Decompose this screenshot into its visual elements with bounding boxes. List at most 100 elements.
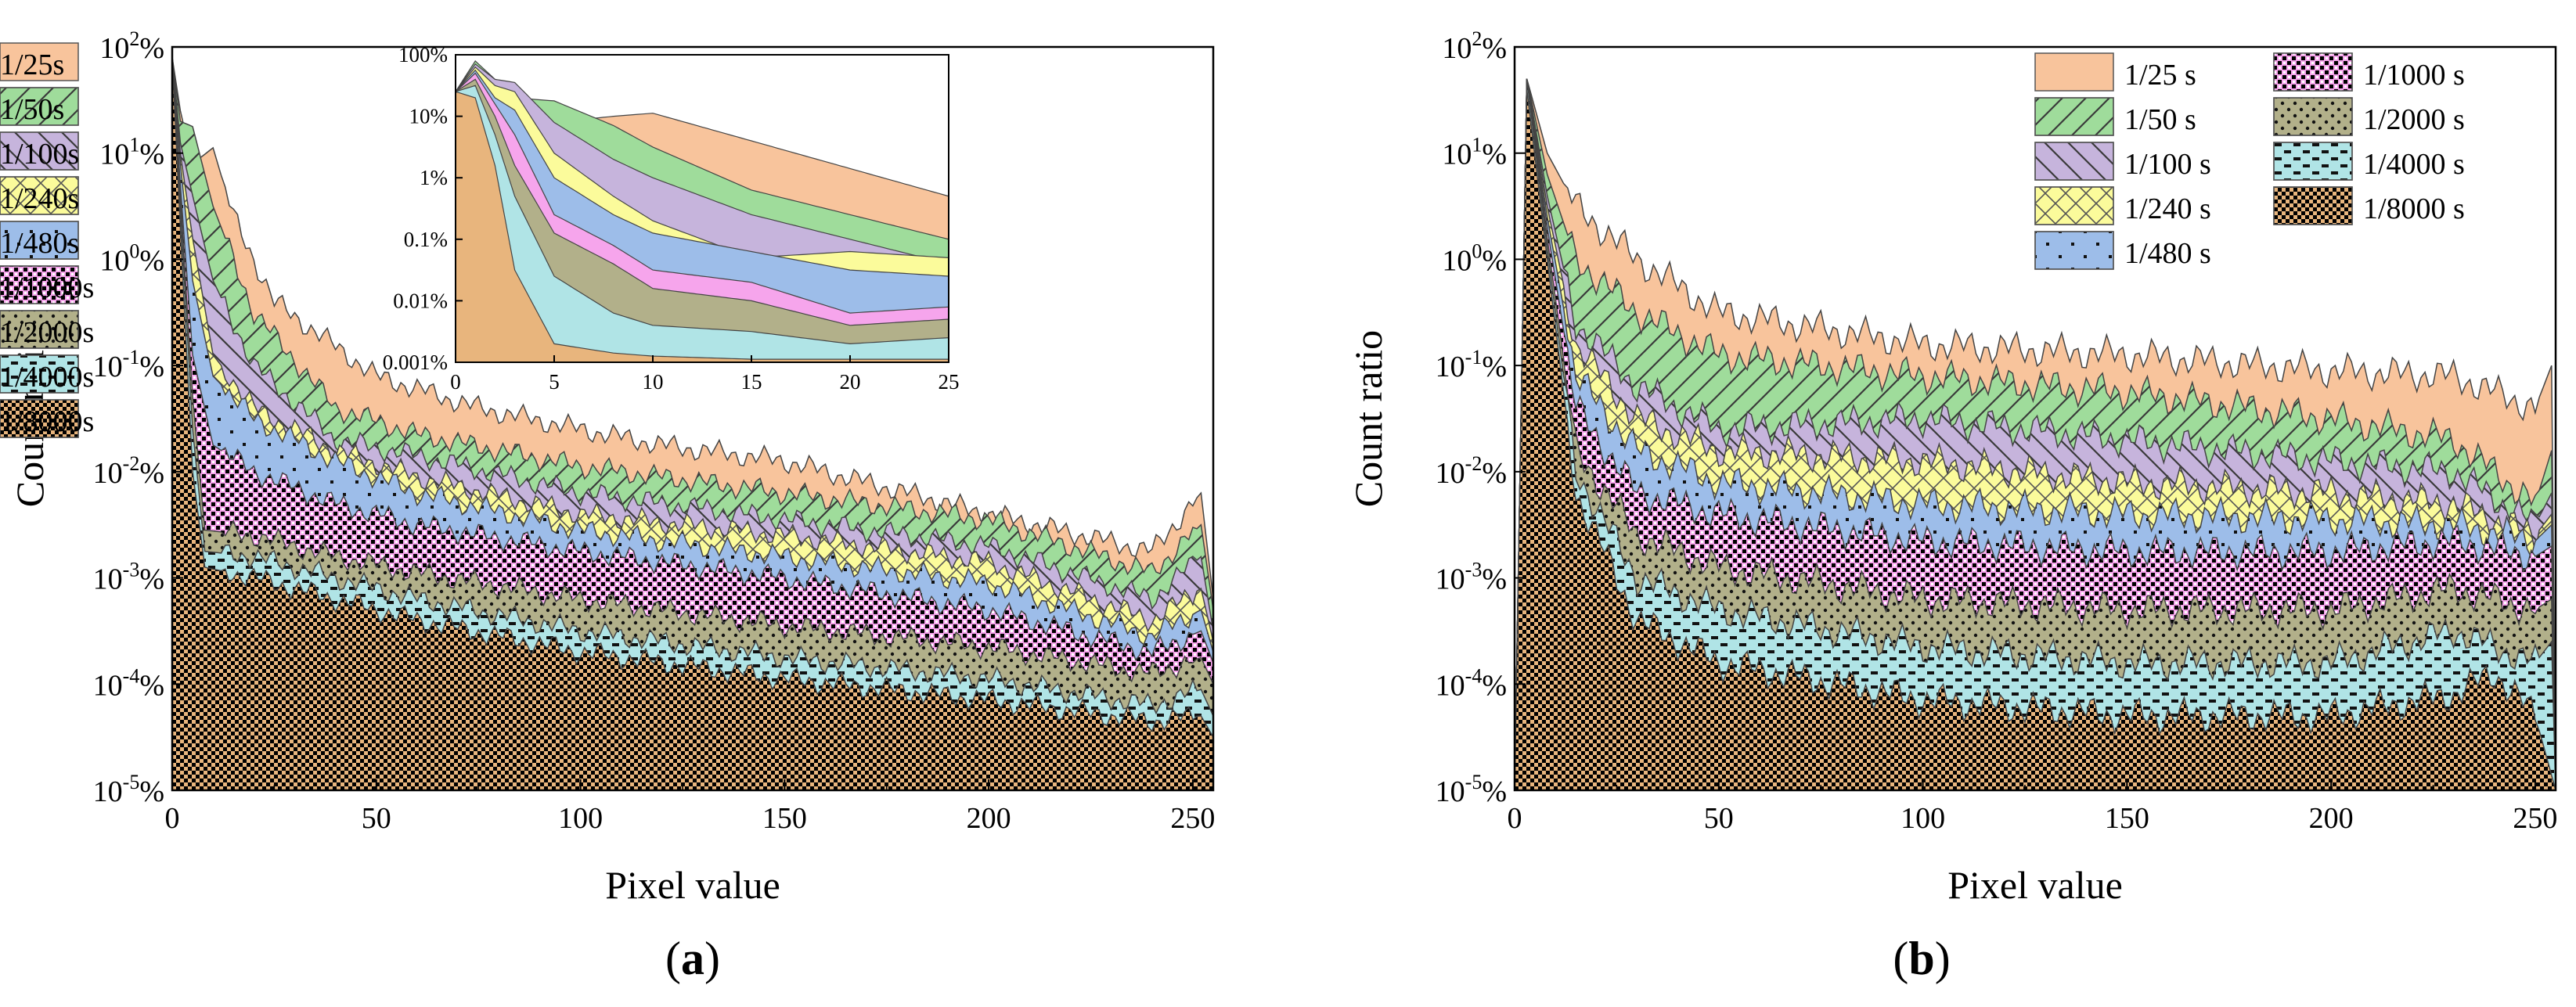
y-tick-label-a: 10-5%	[93, 771, 164, 808]
x-tick-label-b: 250	[2513, 802, 2557, 835]
legend-label-1-1000s-b: 1/1000 s	[2363, 59, 2465, 92]
legend-swatch-pattern-1-480s-a	[0, 221, 79, 260]
inset-frame	[455, 54, 949, 363]
inset-axis-ticks: 0 5 10 15 20 25 0.001% 0.01% 0.1% 1% 10% 100%	[383, 43, 960, 394]
y-tick-label-b: 10-3%	[1436, 559, 1507, 596]
legend-label-1-480s-b: 1/480 s	[2124, 237, 2211, 270]
plot-area-b	[1515, 78, 2556, 790]
y-tick-label-b: 10-1%	[1436, 346, 1507, 383]
legend-label-1-50s-b: 1/50 s	[2124, 103, 2196, 136]
legend-a: 1/25s 1/50s 1/100s 1/240s 1/480s 1/1000s 1/200…	[0, 42, 94, 438]
area-outline-1-8000s-inset	[456, 91, 949, 362]
legend-label-1-100s-b: 1/100 s	[2124, 148, 2211, 181]
panel-a: 0 50 100 150 200 25010-5%10-4%10-3%10-2%10-1%…	[0, 27, 1215, 984]
x-tick-label-inset: 15	[741, 370, 762, 394]
area-outline-1-100s-a	[172, 57, 1213, 790]
y-tick-label-a: 10-4%	[93, 664, 164, 702]
y-tick-label-b: 102%	[1442, 27, 1507, 65]
area-outline-1-8000s-b	[1515, 89, 2556, 790]
legend-swatch-pattern-1-50s-b	[2034, 97, 2114, 136]
area-outline-1-50s-a	[172, 57, 1213, 790]
y-tick-label-a: 102%	[99, 27, 164, 65]
legend-label-1-50s-a: 1/50s	[0, 93, 64, 126]
x-axis-title-b: Pixel value	[1947, 863, 2123, 907]
area-fill-1-8000s-inset	[456, 92, 949, 362]
x-tick-label-b: 0	[1508, 802, 1522, 835]
panel-label-b: (b)	[1893, 933, 1950, 984]
area-outline-1-4000s-inset	[456, 85, 949, 362]
area-pattern-1-2000s-a	[172, 57, 1213, 790]
axes-frame-a	[171, 45, 1215, 792]
legend-b: 1/25 s 1/50 s 1/100 s 1/240 s 1/480 s 1/1000 …	[2034, 52, 2465, 270]
legend-label-1-4000s-b: 1/4000 s	[2363, 148, 2465, 181]
area-outline-1-2000s-a	[172, 57, 1213, 790]
legend-swatch-pattern-1-100s-a	[0, 131, 79, 171]
legend-label-1-1000s-a: 1/1000s	[0, 272, 94, 304]
legend-swatch-pattern-1-1000s-a	[0, 265, 79, 304]
legend-swatch-pattern-1-100s-b	[2034, 142, 2114, 181]
y-tick-label-b: 100%	[1442, 239, 1507, 277]
y-tick-label-inset: 1%	[420, 166, 448, 189]
legend-swatch-pattern-1-2000s-a	[0, 310, 79, 349]
x-tick-label-inset: 20	[840, 370, 861, 394]
legend-swatch-pattern-1-240s-a	[0, 176, 79, 215]
panel-b: 0 50 100 150 200 250 10-5% 10-4% 10-3% 10-2% 10-1%…	[1346, 27, 2557, 984]
area-pattern-1-2000s-b	[1515, 78, 2556, 790]
x-tick-label-a: 0	[165, 802, 180, 835]
legend-label-1-100s-a: 1/100s	[0, 138, 79, 171]
area-outline-1-4000s-a	[172, 57, 1213, 790]
area-outline-1-4000s-b	[1515, 78, 2556, 790]
x-tick-label-a: 250	[1170, 802, 1215, 835]
y-tick-label-inset: 10%	[409, 105, 449, 128]
area-outline-1-2000s-b	[1515, 78, 2556, 790]
area-pattern-1-8000s-a	[172, 57, 1213, 790]
x-tick-label-b: 150	[2105, 802, 2149, 835]
y-axis-title-b: Count ratio	[1346, 330, 1390, 507]
legend-label-1-2000s-b: 1/2000 s	[2363, 103, 2465, 136]
legend-label-1-8000s-b: 1/8000 s	[2363, 192, 2465, 225]
area-outline-1-8000s-a	[172, 57, 1213, 790]
panel-label-b-letter: b	[1908, 933, 1934, 984]
legend-label-1-4000s-a: 1/4000s	[0, 361, 94, 394]
axis-ticks-b: 0 50 100 150 200 250 10-5% 10-4% 10-3% 10-2% 10-1%…	[1436, 27, 2558, 835]
legend-swatch-1-25s-a	[0, 42, 79, 81]
inset-plot-area	[456, 59, 949, 362]
x-tick-label-inset: 25	[939, 370, 960, 394]
panel-label-a-letter: a	[681, 933, 704, 984]
legend-label-1-8000s-a: 1/8000s	[0, 405, 94, 438]
y-tick-label-b: 10-4%	[1436, 664, 1507, 702]
y-tick-label-a: 10-2%	[93, 452, 164, 490]
legend-swatch-pattern-1-4000s-b	[2273, 142, 2353, 181]
x-tick-label-inset: 10	[643, 370, 664, 394]
y-tick-label-a: 100%	[99, 239, 164, 277]
x-tick-label-inset: 5	[549, 370, 560, 394]
area-outline-1-480s-a	[172, 57, 1213, 790]
plot-area-a	[172, 57, 1213, 790]
legend-swatch-1-25s-b	[2034, 52, 2114, 92]
y-tick-label-inset: 0.1%	[404, 228, 448, 251]
area-outline-1-50s-b	[1515, 78, 2556, 790]
area-outline-1-100s-b	[1515, 78, 2556, 790]
area-outline-1-100s-inset	[456, 63, 949, 362]
y-tick-label-a: 10-1%	[93, 346, 164, 383]
area-outline-1-25s-b	[1515, 78, 2556, 790]
y-tick-label-b: 10-5%	[1436, 771, 1507, 808]
x-tick-label-a: 50	[362, 802, 391, 835]
x-tick-label-b: 200	[2309, 802, 2354, 835]
legend-swatch-pattern-1-50s-a	[0, 87, 79, 126]
x-tick-label-b: 100	[1900, 802, 1945, 835]
y-tick-label-b: 101%	[1442, 134, 1507, 171]
panel-label-a: (a)	[665, 933, 720, 984]
x-tick-label-a: 100	[558, 802, 603, 835]
y-tick-label-inset: 0.001%	[383, 351, 448, 374]
legend-label-1-25s-b: 1/25 s	[2124, 59, 2196, 92]
legend-label-1-480s-a: 1/480s	[0, 227, 79, 260]
area-outline-1-240s-inset	[456, 66, 949, 362]
legend-swatch-pattern-1-8000s-a	[0, 399, 79, 438]
y-tick-label-inset: 0.01%	[393, 289, 448, 312]
area-outline-1-1000s-b	[1515, 78, 2556, 790]
legend-swatch-pattern-1-4000s-a	[0, 354, 79, 394]
area-outline-1-480s-inset	[456, 69, 949, 362]
x-axis-title-a: Pixel value	[605, 863, 780, 907]
